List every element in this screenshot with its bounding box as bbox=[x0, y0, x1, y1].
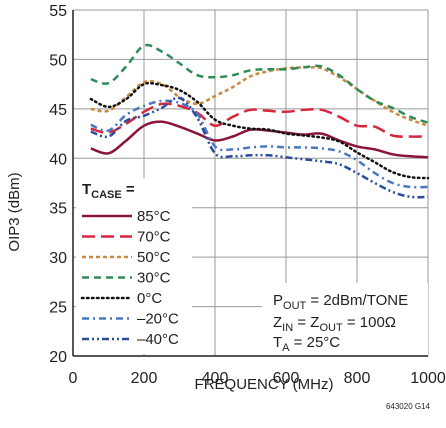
x-tick-label-3: 600 bbox=[273, 370, 300, 387]
temperature-annotation: TA = 25°C bbox=[273, 334, 340, 354]
y-tick-label-0: 20 bbox=[49, 349, 67, 366]
series-line-1 bbox=[90, 102, 429, 138]
y-tick-label-5: 45 bbox=[49, 102, 67, 119]
pout-annotation: POUT = 2dBm/TONE bbox=[273, 292, 408, 312]
legend-label-3: 30°C bbox=[137, 270, 171, 287]
legend-label-5: –20°C bbox=[137, 311, 179, 328]
impedance-annotation: ZIN = ZOUT = 100Ω bbox=[273, 314, 396, 334]
legend-label-0: 85°C bbox=[137, 208, 171, 225]
axes: 0 200 400 600 800 1000 20 25 30 35 40 45 50 55 bbox=[49, 3, 446, 387]
series-line-5 bbox=[90, 99, 429, 189]
x-tick-label-1: 200 bbox=[131, 370, 158, 387]
series-line-6 bbox=[90, 96, 429, 199]
legend: 85°C 70°C 50°C 30°C 0°C –20°C –40°C bbox=[80, 208, 179, 348]
legend-background bbox=[76, 178, 192, 354]
grid bbox=[72, 9, 429, 357]
series-line-3 bbox=[90, 43, 429, 124]
x-tick-label-4: 800 bbox=[344, 370, 371, 387]
y-tick-label-3: 35 bbox=[49, 201, 67, 218]
legend-title: TCASE = bbox=[82, 181, 135, 201]
x-tick-label-5: 1000 bbox=[410, 370, 446, 387]
legend-label-6: –40°C bbox=[137, 331, 179, 348]
y-tick-label-1: 25 bbox=[49, 300, 67, 317]
figure-code: 643020 G14 bbox=[386, 402, 431, 411]
y-axis-title: OIP3 (dBm) bbox=[6, 172, 23, 251]
y-tick-label-6: 50 bbox=[49, 52, 67, 69]
legend-label-4: 0°C bbox=[137, 290, 162, 307]
x-tick-label-0: 0 bbox=[69, 370, 78, 387]
series-line-2 bbox=[90, 65, 429, 127]
y-tick-label-7: 55 bbox=[49, 3, 67, 20]
y-tick-label-2: 30 bbox=[49, 250, 67, 267]
legend-label-1: 70°C bbox=[137, 229, 171, 246]
annotation-background bbox=[262, 283, 428, 356]
x-axis-title: FREQUENCY (MHz) bbox=[195, 376, 334, 393]
y-tick-label-4: 40 bbox=[49, 151, 67, 168]
series-line-4 bbox=[89, 81, 430, 180]
series-group bbox=[89, 43, 430, 199]
legend-label-2: 50°C bbox=[137, 249, 171, 266]
x-tick-label-2: 400 bbox=[202, 370, 229, 387]
